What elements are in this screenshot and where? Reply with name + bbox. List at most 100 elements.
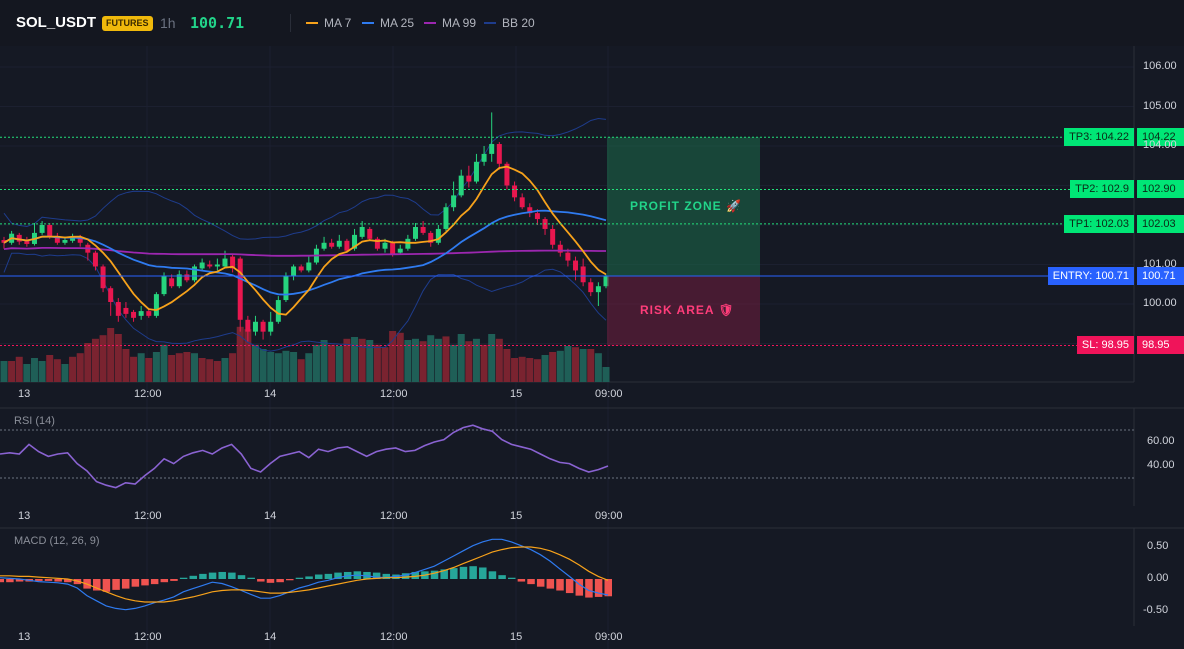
chart-canvas[interactable] <box>0 46 1184 649</box>
macd-histogram-bar <box>450 568 458 579</box>
chart-background <box>0 46 1184 649</box>
candle-body <box>489 144 495 154</box>
candle-body <box>100 266 106 289</box>
tp3-label-tag: TP3: 104.22 <box>1064 128 1134 147</box>
macd-histogram-bar <box>93 579 101 591</box>
volume-bar <box>23 364 31 382</box>
bb20-swatch <box>484 22 496 24</box>
ma99-line <box>3 246 606 257</box>
volume-bar <box>396 332 404 382</box>
macd-histogram-bar <box>54 579 62 582</box>
macd-histogram-bar <box>102 579 111 592</box>
macd-histogram-bar <box>247 577 255 579</box>
candle-body <box>504 163 510 186</box>
volume-bar <box>465 341 473 382</box>
candle-body <box>412 226 418 239</box>
volume-bar <box>175 353 183 382</box>
macd-histogram-bar <box>44 579 53 581</box>
ma7-line <box>3 165 607 316</box>
macd-histogram-bar <box>575 579 584 596</box>
time-axis-label: 15 <box>510 510 523 522</box>
volume-bar <box>236 326 244 382</box>
time-axis-label: 12:00 <box>380 388 408 400</box>
symbol-name[interactable]: SOL_USDT <box>16 14 97 31</box>
volume-bar <box>533 359 541 382</box>
candle-body <box>595 286 601 293</box>
macd-histogram-bar <box>334 572 342 579</box>
volume-bar <box>556 350 564 382</box>
volume-bar <box>541 355 549 382</box>
volume-bar <box>15 356 23 382</box>
ma99-label: MA 99 <box>442 16 477 30</box>
price-axis-label: 101.00 <box>1143 257 1177 270</box>
volume-bar <box>358 338 366 382</box>
candle-body <box>176 274 182 287</box>
candle-body <box>92 252 98 267</box>
macd-histogram-bar <box>218 571 226 579</box>
macd-histogram-bar <box>305 576 313 579</box>
time-axis-label: 13 <box>18 510 31 522</box>
candle-body <box>329 242 335 247</box>
volume-bar <box>511 358 519 382</box>
volume-bar <box>61 364 69 382</box>
volume-bar <box>191 353 199 382</box>
macd-histogram-bar <box>112 579 120 590</box>
volume-bar <box>145 358 153 382</box>
candle-body <box>214 264 220 267</box>
volume-bar <box>206 359 214 382</box>
volume-bar <box>419 341 427 382</box>
volume-bar <box>107 328 115 382</box>
tp1-price-tag: 102.03 <box>1137 214 1184 233</box>
rsi-panel-label: RSI (14) <box>14 415 55 427</box>
legend-ma25[interactable]: MA 25 <box>362 16 414 30</box>
volume-bar <box>30 358 38 382</box>
ma25-swatch <box>362 22 374 24</box>
volume-bar <box>381 347 389 382</box>
volume-bar <box>411 338 419 382</box>
timeframe-selector[interactable]: 1h <box>160 15 176 31</box>
candle-body <box>565 252 571 261</box>
macd-histogram-bar <box>257 579 265 582</box>
time-axis-label: 12:00 <box>380 631 408 643</box>
time-axis-label: 12:00 <box>134 631 162 643</box>
volume-bar <box>312 344 320 382</box>
volume-bar <box>328 344 336 382</box>
macd-histogram-bar <box>208 572 217 579</box>
macd-histogram-bar <box>15 579 24 582</box>
macd-histogram-bar <box>6 579 14 583</box>
macd-histogram-bar <box>556 579 564 591</box>
candle-body <box>275 300 281 322</box>
volume-bar <box>579 349 587 382</box>
macd-histogram-bar <box>286 579 294 581</box>
legend-ma99[interactable]: MA 99 <box>424 16 476 30</box>
time-axis-label: 14 <box>264 388 277 400</box>
macd-histogram-bar <box>35 579 43 581</box>
rsi-axis-label: 40.00 <box>1147 459 1175 471</box>
candle-body <box>458 175 464 196</box>
candle-body <box>161 276 167 295</box>
legend-ma7[interactable]: MA 7 <box>306 16 351 30</box>
candle-body <box>77 236 83 243</box>
macd-histogram-bar <box>517 579 526 582</box>
candle-body <box>184 274 190 281</box>
price-axis-label: 106.00 <box>1143 60 1177 72</box>
time-axis-label: 13 <box>18 631 31 643</box>
macd-histogram-bar <box>179 577 188 579</box>
candle-body <box>374 238 380 249</box>
volume-bar <box>389 331 397 382</box>
macd-histogram-bar <box>498 575 506 579</box>
candle-body <box>390 242 396 255</box>
candle-body <box>1 240 7 243</box>
volume-bar <box>335 346 343 382</box>
candle-body <box>557 244 563 253</box>
candle-body <box>245 319 251 332</box>
macd-histogram-bar <box>507 577 516 579</box>
legend-bb20[interactable]: BB 20 <box>484 16 535 30</box>
candle-body <box>588 282 594 293</box>
volume-bar <box>183 352 191 382</box>
volume-bar <box>84 343 92 382</box>
volume-bar <box>564 346 572 382</box>
toolbar-divider <box>290 14 291 32</box>
candle-body <box>496 144 502 164</box>
time-axis-label: 15 <box>510 631 523 643</box>
